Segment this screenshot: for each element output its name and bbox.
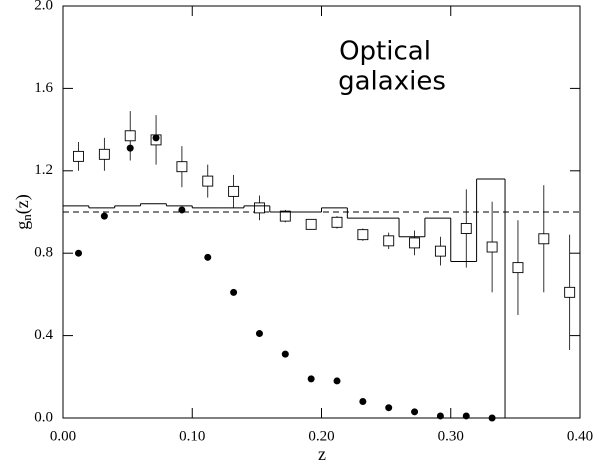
data-point <box>411 408 419 416</box>
x-tick-label: 0.40 <box>567 428 593 444</box>
y-label-rest: (z) <box>12 194 33 214</box>
data-point <box>255 330 263 338</box>
data-point <box>178 206 186 214</box>
y-label-sub: n <box>19 214 34 221</box>
data-point <box>331 216 343 228</box>
data-point <box>462 412 470 420</box>
data-point <box>75 249 83 257</box>
data-point <box>98 148 110 160</box>
data-point <box>73 150 84 162</box>
data-point <box>383 235 395 247</box>
data-point <box>281 350 289 358</box>
annotation: Optical <box>339 37 431 67</box>
y-tick-label: 1.6 <box>34 80 53 96</box>
y-label-base: g <box>12 221 32 230</box>
data-point <box>488 414 496 422</box>
data-point <box>230 288 238 296</box>
data-point <box>436 412 444 420</box>
data-point <box>124 130 136 142</box>
y-tick-label: 1.2 <box>34 162 53 178</box>
x-tick-label: 0.00 <box>50 428 76 444</box>
x-axis-label: z <box>318 444 326 464</box>
y-tick-label: 2.0 <box>34 0 53 13</box>
x-tick-label: 0.30 <box>438 428 464 444</box>
data-point <box>359 398 367 406</box>
annotation: galaxies <box>338 67 446 97</box>
x-tick-label: 0.10 <box>179 428 205 444</box>
data-point <box>254 202 265 214</box>
data-point <box>279 210 291 222</box>
data-point <box>202 175 214 187</box>
data-point <box>409 237 421 249</box>
data-point <box>152 134 160 142</box>
data-point <box>460 223 472 234</box>
data-point <box>204 253 212 261</box>
y-tick-label: 0.0 <box>34 409 53 425</box>
data-point <box>126 144 134 152</box>
y-tick-label: 0.4 <box>34 327 53 343</box>
data-point <box>434 245 446 257</box>
data-point <box>307 375 315 383</box>
data-point <box>305 218 317 230</box>
data-point <box>512 262 524 274</box>
data-point <box>538 233 550 245</box>
x-tick-label: 0.20 <box>308 428 334 444</box>
data-point <box>385 404 393 412</box>
data-point <box>333 377 341 385</box>
data-point <box>486 241 498 253</box>
data-point <box>564 286 576 298</box>
y-axis-label: gn(z) <box>12 194 34 229</box>
data-point <box>176 161 188 173</box>
data-point <box>228 185 240 197</box>
data-point <box>100 212 108 220</box>
y-tick-label: 0.8 <box>34 245 53 261</box>
data-point <box>357 229 369 241</box>
